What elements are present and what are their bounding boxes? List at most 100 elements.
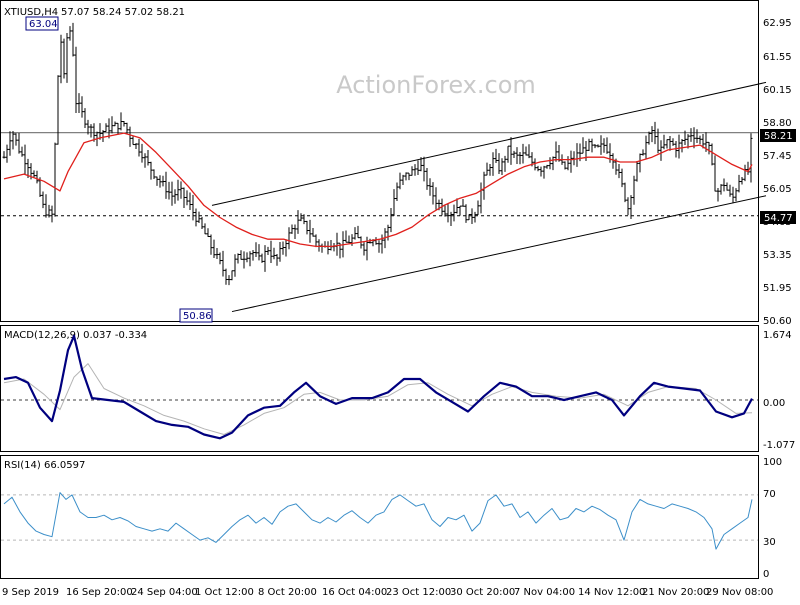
ohlc-bar (176, 179, 180, 201)
ohlc-bar (488, 164, 492, 176)
ohlc-bar (650, 126, 654, 143)
ohlc-bar (266, 246, 270, 255)
ohlc-bar (419, 157, 423, 172)
ohlc-bar (110, 116, 114, 134)
ohlc-bar (680, 139, 684, 153)
ohlc-bar (689, 128, 693, 142)
rsi-tick-label: 70 (763, 489, 776, 500)
ohlc-bar (188, 192, 192, 210)
ohlc-bar (356, 225, 360, 239)
ohlc-bar (272, 247, 276, 260)
ohlc-bar (470, 208, 474, 225)
rsi-tick-label: 100 (763, 457, 782, 468)
ohlc-bar (599, 135, 603, 155)
ohlc-bar (125, 122, 129, 134)
ohlc-bar (278, 241, 282, 262)
time-label: 7 Nov 04:00 (514, 587, 575, 598)
ohlc-bar (296, 210, 300, 234)
ohlc-bar (386, 224, 390, 241)
ohlc-bar (728, 184, 732, 197)
ohlc-bar (716, 187, 720, 202)
ohlc-bar (5, 144, 9, 163)
ohlc-bar (695, 129, 699, 143)
ohlc-bar (320, 243, 324, 253)
ohlc-bar (476, 200, 480, 216)
time-label: 29 Nov 08:00 (706, 587, 773, 598)
ohlc-bar (398, 172, 402, 190)
ohlc-bar (317, 239, 321, 252)
rsi-series-layer (1, 492, 758, 550)
time-label: 21 Nov 20:00 (642, 587, 709, 598)
price-tick-label: 62.95 (763, 18, 792, 29)
ohlc-bar (518, 151, 522, 165)
support-price-tag: 54.77 (760, 211, 796, 224)
ohlc-bar (479, 182, 483, 214)
ohlc-bar (164, 171, 168, 199)
ohlc-bar (167, 181, 171, 200)
macd-series-layer (1, 334, 758, 440)
current-price-tag-box (760, 129, 796, 142)
time-label: 8 Oct 20:00 (258, 587, 317, 598)
instrument-ohlc: 57.07 58.24 57.02 58.21 (61, 7, 185, 18)
ohlc-bar (17, 132, 21, 154)
ohlc-bar (683, 130, 687, 146)
ohlc-bar (749, 133, 753, 183)
ohlc-bar (692, 127, 696, 149)
ohlc-bar (698, 135, 702, 145)
time-axis: 9 Sep 2019 16 Sep 20:00 24 Sep 04:00 1 O… (2, 587, 773, 598)
ohlc-bar (308, 219, 312, 243)
ohlc-bar (569, 150, 573, 173)
ohlc-bar (62, 38, 66, 79)
time-label: 30 Oct 20:00 (450, 587, 515, 598)
ohlc-bar (374, 237, 378, 245)
ohlc-bar (353, 227, 357, 240)
ohlc-bar (179, 181, 183, 199)
ohlc-bar (2, 151, 6, 159)
price-tick-label: 57.45 (763, 151, 792, 162)
price-tick-label: 51.95 (763, 283, 792, 294)
ohlc-bar (722, 178, 726, 192)
ohlc-bar (737, 174, 741, 193)
ohlc-bar (434, 187, 438, 210)
ohlc-bar (458, 205, 462, 216)
ohlc-bar (506, 145, 510, 163)
time-label: 14 Nov 12:00 (578, 587, 645, 598)
price-y-axis: 62.95 61.55 60.15 58.80 57.45 56.05 54.6… (763, 18, 792, 327)
ohlc-bar (326, 241, 330, 255)
ohlc-bar (344, 230, 348, 243)
ohlc-bar (89, 124, 93, 138)
ohlc-bar (617, 164, 621, 179)
support-price-tag-label: 54.77 (764, 213, 793, 224)
ohlc-bar (701, 133, 705, 149)
ohlc-bar (50, 205, 54, 223)
ohlc-bar (26, 158, 30, 178)
ohlc-bar (101, 130, 105, 143)
price-tick-label: 60.15 (763, 85, 792, 96)
ohlc-bar (485, 162, 489, 176)
ohlc-bar (299, 213, 303, 222)
channel-lower-line (231, 195, 767, 313)
ohlc-bar (47, 204, 51, 218)
price-pane (0, 0, 759, 322)
ohlc-bar (32, 170, 36, 178)
ohlc-bar (500, 158, 504, 175)
macd-line (3, 334, 753, 440)
ohlc-bar (362, 242, 366, 256)
macd-y-axis: 1.674 0.00 -1.077 (763, 330, 795, 451)
ohlc-bar (707, 141, 711, 155)
ohlc-bar (743, 164, 747, 182)
ohlc-bar (671, 138, 675, 146)
ohlc-bar (23, 144, 27, 175)
ohlc-bar (527, 144, 531, 159)
price-tick-label: 58.80 (763, 118, 792, 129)
rsi-line (3, 492, 753, 550)
ohlc-bar (443, 205, 447, 217)
ohlc-bar (347, 235, 351, 244)
ohlc-bar (311, 227, 315, 237)
ohlc-bar (515, 147, 519, 164)
ohlc-bar (587, 138, 591, 151)
ohlc-bar (41, 191, 45, 209)
ohlc-bar (539, 166, 543, 177)
support-price-tag-box (760, 211, 796, 224)
